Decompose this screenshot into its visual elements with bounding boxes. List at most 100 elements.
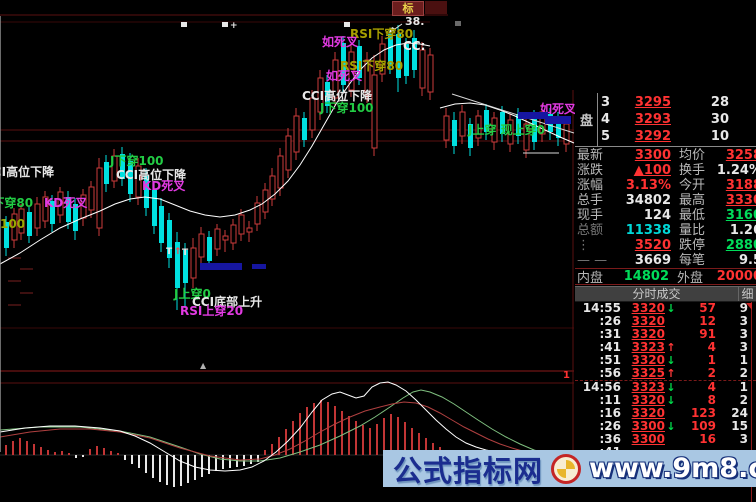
candlestick-down <box>120 154 125 179</box>
quote-field-row: ⋮ 3520 跌停 2880 <box>575 238 756 253</box>
candlestick-up <box>507 119 514 145</box>
field-label: 均价 <box>679 148 706 163</box>
tape-time: :36 <box>599 432 622 446</box>
tab-bar: 标 <box>0 0 450 16</box>
tape-count: 1 <box>739 353 748 367</box>
candlestick-down <box>66 197 71 222</box>
tape-volume: 12 <box>699 314 716 328</box>
macd-dea-line <box>0 401 575 462</box>
macd-slow-line <box>0 389 575 462</box>
tape-row[interactable]: :31 3320 91 3 <box>575 328 756 341</box>
outer-volume-label: 外盘 <box>677 271 704 286</box>
tape-row[interactable]: :51 3320 ↓ 1 1 <box>575 353 756 368</box>
tape-row[interactable]: :16 3320 123 24 <box>575 407 756 420</box>
field-value: 3520 <box>634 238 671 253</box>
ma-line <box>0 42 431 265</box>
tab-stub[interactable] <box>425 1 447 14</box>
tape-row[interactable]: 14:56 3323 ↓ 4 1 <box>575 380 756 394</box>
candlestick-up <box>57 191 64 216</box>
tape-row[interactable]: :41 3323 ↑ 4 3 <box>575 340 756 355</box>
tape-count: 24 <box>731 406 748 420</box>
depth-price[interactable]: 3295 <box>634 95 671 110</box>
candlestick-down <box>128 161 133 194</box>
candlestick-down <box>341 43 346 85</box>
candlestick-down <box>325 82 330 106</box>
quote-field-row: 现手 124 最低 3160 <box>575 208 756 223</box>
candlestick-down <box>516 114 521 136</box>
field-label: 现手 <box>577 208 604 223</box>
field-label: 总额 <box>577 223 604 238</box>
tape-scroll-edge[interactable] <box>751 302 752 502</box>
candlestick-down <box>500 112 505 134</box>
field-value: 1.24% <box>716 163 756 178</box>
depth-price[interactable]: 3292 <box>634 129 671 144</box>
quote-field-row: — — 3669 每笔 9.5 <box>575 253 756 268</box>
depth-row[interactable]: 5 3292 10 <box>575 128 756 145</box>
tape-time: 14:56 <box>582 380 621 394</box>
tape-direction-arrow-icon: ↑ <box>666 341 676 354</box>
tape-row[interactable]: :36 3300 16 3 <box>575 433 756 446</box>
field-label: 涨跌 <box>577 163 604 178</box>
tab-indicator[interactable]: 标 <box>392 1 424 16</box>
tape-count: 3 <box>739 432 748 446</box>
inner-outer-row: 内盘 14802 外盘 20000 <box>575 268 756 286</box>
tape-header-detail[interactable]: 细 <box>738 287 756 301</box>
candlestick-up <box>491 117 498 143</box>
candlestick-down <box>484 110 489 132</box>
depth-row[interactable]: 3 3295 28 <box>575 94 756 111</box>
depth-label: 盘 <box>580 114 594 129</box>
chart-left-edge <box>0 16 1 452</box>
quote-field-row: 最新 3300 均价 3258 <box>575 148 756 163</box>
candlestick-up <box>230 224 237 244</box>
field-value: 9.5 <box>738 253 756 268</box>
candlestick-up <box>11 213 18 241</box>
depth-level: 3 <box>601 95 611 110</box>
candlestick-up <box>364 59 371 96</box>
tape-volume: 123 <box>690 406 716 420</box>
candlestick-up <box>214 228 221 250</box>
tape-row[interactable]: :11 3320 ↓ 8 2 <box>575 393 756 408</box>
candlestick-up <box>190 247 197 279</box>
tape-price: 3323 <box>631 380 665 394</box>
candlestick-down <box>452 120 457 146</box>
depth-price[interactable]: 3293 <box>634 112 671 127</box>
field-label: 涨幅 <box>577 178 604 193</box>
candlestick-down <box>167 220 172 258</box>
candlestick-up <box>419 49 426 89</box>
tape-volume: 16 <box>699 432 716 446</box>
candlestick-down <box>532 118 537 142</box>
depth-row[interactable]: 4 3293 30 <box>575 111 756 128</box>
tape-volume: 1 <box>707 353 716 367</box>
depth-volume: 10 <box>710 129 729 144</box>
field-label: — — <box>577 253 608 268</box>
field-value: ▲100 <box>633 163 671 178</box>
tape-count: 3 <box>739 340 748 354</box>
depth-volume: 28 <box>710 95 729 110</box>
tape-time: :26 <box>599 314 622 328</box>
tape-header[interactable]: 分时成交 细 <box>575 286 756 302</box>
field-value: 3160 <box>725 208 756 223</box>
quote-field-row: 涨幅 3.13% 今开 3188 <box>575 178 756 193</box>
tape-row[interactable]: 14:55 3320 ↓ 57 9 <box>575 301 756 316</box>
trend-line <box>451 93 575 134</box>
tape-price: 3325 <box>631 366 665 380</box>
candlestick-up <box>135 165 142 198</box>
candlestick-up <box>18 208 25 234</box>
tape-row[interactable]: :26 3320 12 3 <box>575 315 756 328</box>
candlestick-down <box>468 124 473 148</box>
tape-row[interactable]: :56 3325 ↑ 2 2 <box>575 366 756 381</box>
field-label: 换手 <box>679 163 706 178</box>
tape-volume: 57 <box>699 301 716 315</box>
field-value: 3300 <box>634 148 671 163</box>
watermark-site-name: 公式指标网 <box>393 453 544 488</box>
tape-volume: 109 <box>690 419 716 433</box>
candlestick-up <box>379 43 386 75</box>
candlestick-up <box>222 235 229 241</box>
tape-count: 3 <box>739 314 748 328</box>
tape-time: :56 <box>599 366 622 380</box>
tape-count: 9 <box>739 301 748 315</box>
tape-price: 3320 <box>631 393 665 407</box>
tape-row[interactable]: :26 3300 ↓ 109 15 <box>575 419 756 434</box>
field-value: 11338 <box>625 223 671 238</box>
